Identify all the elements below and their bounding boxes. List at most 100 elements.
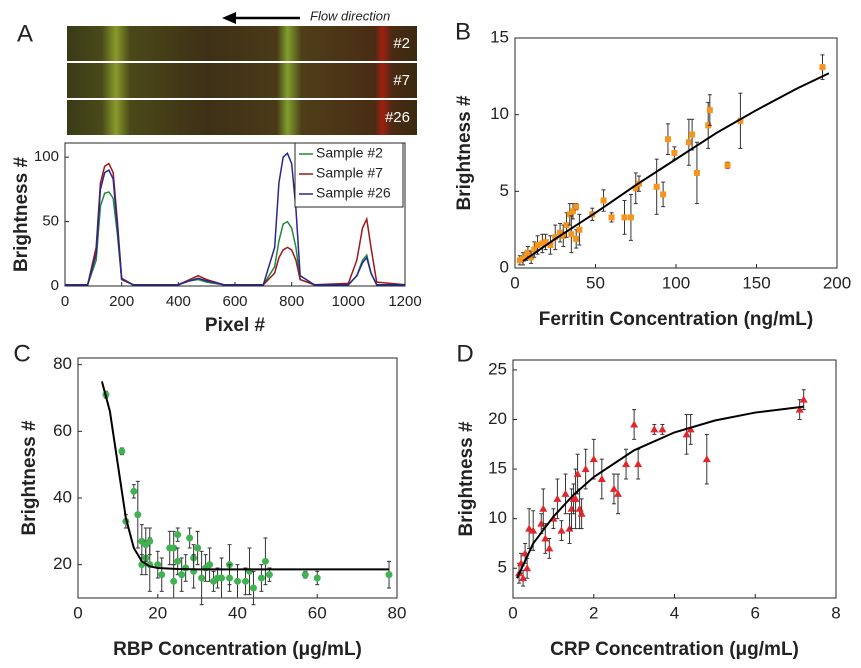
point xyxy=(234,577,241,585)
point xyxy=(385,571,393,579)
x-tick-label: 8 xyxy=(831,603,840,622)
point xyxy=(539,504,548,512)
y-tick-label: 15 xyxy=(488,459,507,478)
point xyxy=(523,564,532,572)
point xyxy=(630,420,639,428)
y-tick-label: 5 xyxy=(498,558,507,577)
point xyxy=(524,249,531,256)
y-tick-label: 10 xyxy=(490,104,509,123)
x-tick-label: 800 xyxy=(279,293,304,310)
y-axis-label: Brightness # xyxy=(19,420,40,536)
x-tick-label: 200 xyxy=(109,293,134,310)
legend-label: Sample #7 xyxy=(316,165,383,181)
point xyxy=(573,470,582,478)
x-tick-label: 6 xyxy=(751,603,760,622)
y-tick-label: 20 xyxy=(488,409,507,428)
point xyxy=(563,222,570,229)
point xyxy=(265,571,273,579)
point xyxy=(539,240,546,247)
point xyxy=(534,242,541,248)
point xyxy=(693,169,700,176)
point xyxy=(660,191,667,198)
point xyxy=(523,252,530,259)
point xyxy=(686,425,695,433)
point xyxy=(799,395,808,403)
point xyxy=(560,232,567,239)
y-tick-label: 80 xyxy=(53,354,72,373)
x-tick-label: 200 xyxy=(823,273,851,292)
y-tick-label: 5 xyxy=(500,181,509,200)
x-tick-label: 400 xyxy=(166,293,191,310)
x-axis-label: Pixel # xyxy=(205,315,266,336)
point xyxy=(573,235,580,242)
point xyxy=(541,534,550,542)
x-tick-label: 4 xyxy=(670,603,679,622)
point xyxy=(621,214,628,221)
point xyxy=(261,557,269,565)
x-tick-label: 60 xyxy=(308,603,327,622)
point xyxy=(609,484,618,492)
y-tick-label: 25 xyxy=(488,359,507,378)
point xyxy=(573,203,580,210)
panel-label: C xyxy=(13,340,30,367)
point xyxy=(653,183,660,190)
point xyxy=(568,231,575,238)
point xyxy=(170,544,178,552)
point xyxy=(257,574,265,582)
point xyxy=(206,561,214,569)
point xyxy=(706,107,713,114)
x-tick-label: 50 xyxy=(586,273,605,292)
point xyxy=(249,584,257,592)
x-tick-label: 0 xyxy=(61,293,69,310)
point xyxy=(301,571,309,579)
point xyxy=(146,537,154,545)
point xyxy=(608,214,615,221)
point xyxy=(186,534,194,542)
point xyxy=(531,246,538,253)
y-axis-label: Brightness # xyxy=(11,157,32,273)
x-tick-label: 600 xyxy=(222,293,247,310)
x-tick-label: 80 xyxy=(388,603,407,622)
x-tick-label: 1000 xyxy=(332,293,365,310)
point xyxy=(569,208,576,215)
point xyxy=(632,185,639,192)
point xyxy=(571,494,580,502)
point xyxy=(671,150,678,156)
x-axis-label: RBP Concentration (μg/mL) xyxy=(113,639,362,660)
x-tick-label: 40 xyxy=(228,603,247,622)
point xyxy=(182,564,190,572)
point xyxy=(561,489,570,497)
y-axis-label: Brightness # xyxy=(456,421,477,537)
point xyxy=(650,425,659,433)
plot-box xyxy=(512,359,837,599)
point xyxy=(516,257,523,264)
y-tick-label: 50 xyxy=(42,213,59,230)
point xyxy=(525,524,534,532)
point xyxy=(226,574,234,582)
annotation: Flow direction xyxy=(310,8,390,23)
panel-label: A xyxy=(17,20,33,47)
y-tick-label: 60 xyxy=(53,421,72,440)
point xyxy=(576,226,583,233)
y-tick-label: 0 xyxy=(500,257,509,276)
point xyxy=(627,214,634,221)
point xyxy=(519,574,528,582)
point xyxy=(664,136,671,143)
point xyxy=(134,511,142,519)
point xyxy=(174,557,182,565)
point xyxy=(613,489,622,497)
point xyxy=(567,504,576,512)
point xyxy=(682,430,691,438)
y-axis-label: Brightness # xyxy=(454,95,475,211)
point xyxy=(170,577,178,585)
point xyxy=(565,524,574,532)
strip-label: #2 xyxy=(393,35,410,52)
x-tick-label: 1200 xyxy=(388,293,421,310)
point xyxy=(581,465,590,473)
fit-curve xyxy=(516,405,804,579)
x-tick-label: 0 xyxy=(508,603,517,622)
point xyxy=(241,577,249,585)
point xyxy=(520,255,527,262)
point xyxy=(658,425,667,433)
